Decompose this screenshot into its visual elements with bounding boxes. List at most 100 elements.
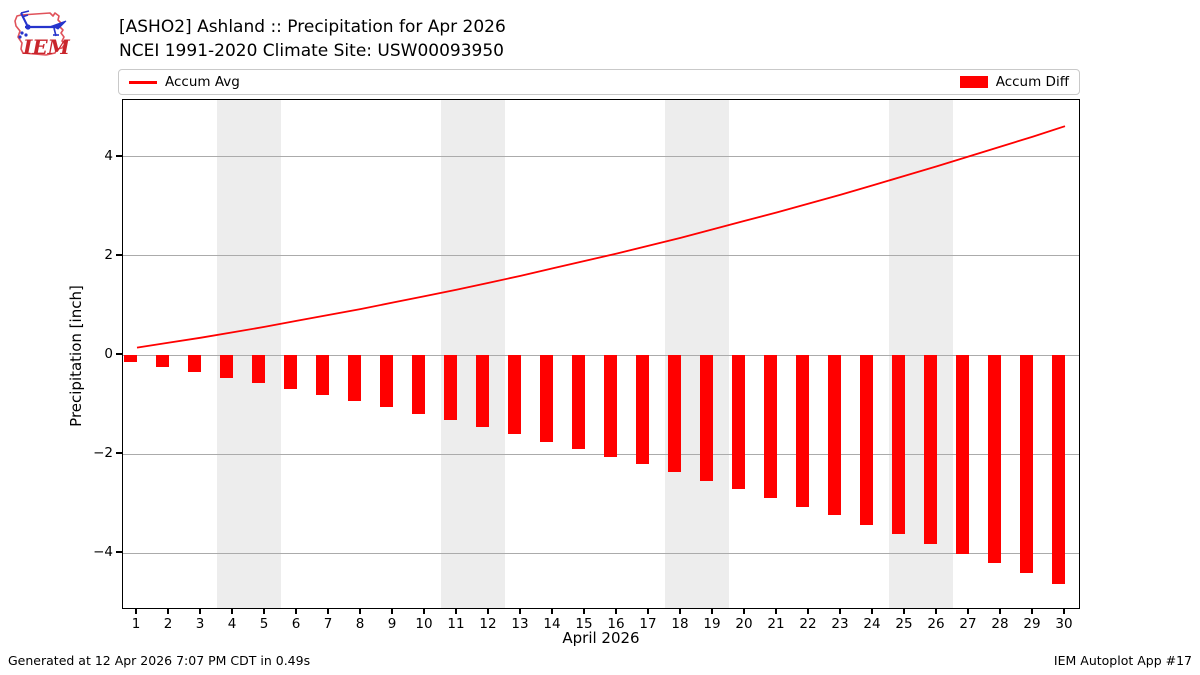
x-tick-mark [583, 609, 585, 614]
x-tick-label: 29 [1023, 616, 1041, 632]
x-tick-label: 4 [227, 616, 237, 632]
y-tick-label: 4 [104, 147, 113, 164]
x-tick-label: 30 [1055, 616, 1073, 632]
x-axis-label: April 2026 [562, 629, 640, 647]
x-tick-label: 10 [415, 616, 433, 632]
x-tick-mark [647, 609, 649, 614]
x-tick-label: 18 [671, 616, 689, 632]
x-tick-mark [423, 609, 425, 614]
x-tick-mark [679, 609, 681, 614]
plot-area [122, 99, 1080, 609]
accum-diff-bar [828, 355, 841, 516]
accum-diff-bar [252, 355, 265, 384]
accum-diff-bar [732, 355, 745, 490]
legend-item-accum-diff: Accum Diff [959, 74, 1069, 90]
x-tick-mark [711, 609, 713, 614]
accum-diff-bar [476, 355, 489, 428]
x-tick-label: 22 [799, 616, 817, 632]
accum-diff-bar [572, 355, 585, 450]
footer-generated-text: Generated at 12 Apr 2026 7:07 PM CDT in … [8, 653, 311, 668]
accum-diff-bar [540, 355, 553, 442]
x-tick-mark [903, 609, 905, 614]
x-tick-label: 2 [163, 616, 173, 632]
legend-label-accum-diff: Accum Diff [995, 74, 1069, 90]
accum-diff-bar [188, 355, 201, 373]
accum-diff-bar [988, 355, 1001, 564]
x-tick-mark [199, 609, 201, 614]
accum-diff-bar [636, 355, 649, 465]
x-tick-label: 8 [355, 616, 365, 632]
accum-diff-bar [764, 355, 777, 498]
y-tick-label: −2 [93, 445, 113, 462]
iowa-outline-icon [14, 12, 66, 56]
x-tick-mark [615, 609, 617, 614]
x-tick-label: 17 [639, 616, 657, 632]
y-tick-label: −4 [93, 544, 113, 561]
y-tick-mark [116, 353, 122, 355]
x-tick-label: 13 [511, 616, 529, 632]
x-tick-mark [871, 609, 873, 614]
accum-diff-bar [956, 355, 969, 554]
x-tick-label: 28 [991, 616, 1009, 632]
grid-line [123, 156, 1079, 158]
chart-title-line2: NCEI 1991-2020 Climate Site: USW00093950 [119, 41, 504, 61]
x-tick-label: 9 [387, 616, 397, 632]
accum-diff-bar [508, 355, 521, 435]
x-tick-mark [1031, 609, 1033, 614]
x-tick-mark [775, 609, 777, 614]
x-tick-mark [935, 609, 937, 614]
x-tick-mark [487, 609, 489, 614]
x-tick-label: 14 [543, 616, 561, 632]
accum-diff-bar [380, 355, 393, 408]
accum-diff-bar [284, 355, 297, 390]
accum-diff-bar [1052, 355, 1065, 584]
x-tick-mark [263, 609, 265, 614]
x-tick-label: 12 [479, 616, 497, 632]
accum-diff-bar [668, 355, 681, 473]
accum-avg-line-swatch [129, 80, 157, 84]
accum-diff-bar [444, 355, 457, 421]
legend: Accum Avg Accum Diff [118, 69, 1080, 95]
x-tick-mark [167, 609, 169, 614]
y-tick-mark [116, 254, 122, 256]
accum-diff-bar [316, 355, 329, 396]
grid-line [123, 453, 1079, 455]
x-tick-label: 25 [895, 616, 913, 632]
legend-label-accum-avg: Accum Avg [165, 74, 240, 90]
accum-diff-bar [892, 355, 905, 535]
x-tick-mark [391, 609, 393, 614]
grid-line [123, 552, 1079, 554]
accum-diff-bar [348, 355, 361, 402]
x-tick-label: 5 [259, 616, 269, 632]
x-tick-label: 20 [735, 616, 753, 632]
y-tick-mark [116, 452, 122, 454]
weekend-band [217, 100, 281, 608]
legend-item-accum-avg: Accum Avg [129, 74, 240, 90]
x-tick-label: 15 [575, 616, 593, 632]
x-tick-label: 21 [767, 616, 785, 632]
chart-title: [ASHO2] Ashland :: Precipitation for Apr… [119, 15, 506, 63]
x-tick-mark [807, 609, 809, 614]
grid-line [123, 255, 1079, 257]
accum-diff-bar-swatch [959, 76, 988, 88]
x-tick-label: 11 [447, 616, 465, 632]
x-tick-mark [519, 609, 521, 614]
y-tick-mark [116, 155, 122, 157]
accum-diff-bar [412, 355, 425, 414]
grid-line [123, 354, 1079, 356]
iem-logo: IEM [14, 10, 71, 59]
accum-diff-bar [860, 355, 873, 525]
x-tick-mark [1063, 609, 1065, 614]
chart-title-line1: [ASHO2] Ashland :: Precipitation for Apr… [119, 17, 506, 37]
y-tick-label: 2 [104, 246, 113, 263]
y-tick-mark [116, 551, 122, 553]
footer-app-text: IEM Autoplot App #17 [1053, 653, 1192, 668]
accum-diff-bar [604, 355, 617, 457]
x-tick-mark [999, 609, 1001, 614]
x-tick-label: 23 [831, 616, 849, 632]
x-tick-mark [839, 609, 841, 614]
x-tick-mark [135, 609, 137, 614]
x-tick-mark [231, 609, 233, 614]
accum-diff-bar [796, 355, 809, 507]
x-tick-mark [743, 609, 745, 614]
